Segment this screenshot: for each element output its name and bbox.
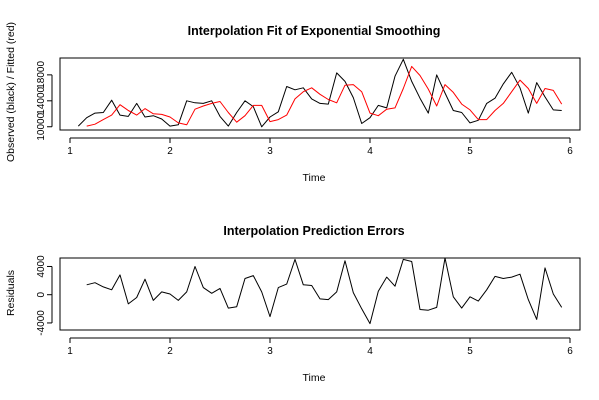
y-axis-label: Residuals bbox=[5, 270, 17, 316]
x-axis: 1 2 3 4 5 6 bbox=[67, 137, 573, 157]
errors-chart: Interpolation Prediction Errors Time Res… bbox=[5, 224, 581, 384]
y-axis-label: Observed (black) / Fitted (red) bbox=[5, 22, 17, 162]
x-tick-label: 1 bbox=[67, 146, 73, 157]
y-tick-label: 4000 bbox=[36, 255, 47, 278]
x-tick-label: 2 bbox=[167, 346, 173, 357]
x-tick-label: 6 bbox=[567, 146, 573, 157]
x-tick-label: 3 bbox=[267, 346, 273, 357]
y-tick-label: 10000 bbox=[36, 112, 47, 140]
x-tick-label: 6 bbox=[567, 346, 573, 357]
y-tick-label: 18000 bbox=[36, 61, 47, 89]
x-tick-label: 4 bbox=[367, 346, 373, 357]
chart-title: Interpolation Prediction Errors bbox=[223, 224, 404, 238]
y-tick-label: 14000 bbox=[36, 86, 47, 114]
x-tick-label: 5 bbox=[467, 146, 473, 157]
x-tick-label: 1 bbox=[67, 346, 73, 357]
x-tick-label: 3 bbox=[267, 146, 273, 157]
y-axis: -4000 0 4000 bbox=[36, 255, 53, 336]
chart-title: Interpolation Fit of Exponential Smoothi… bbox=[188, 24, 441, 38]
x-axis-label: Time bbox=[303, 372, 326, 384]
series-line-residuals bbox=[86, 257, 563, 325]
series-line-fitted bbox=[86, 65, 563, 127]
x-axis-label: Time bbox=[303, 172, 326, 184]
plot-frame bbox=[59, 57, 581, 131]
x-tick-label: 2 bbox=[167, 146, 173, 157]
series-lines bbox=[86, 257, 563, 325]
y-tick-label: 0 bbox=[36, 291, 47, 297]
series-lines bbox=[77, 58, 563, 128]
x-tick-label: 4 bbox=[367, 146, 373, 157]
y-tick-label: -4000 bbox=[36, 310, 47, 336]
x-axis: 1 2 3 4 5 6 bbox=[67, 337, 573, 357]
fit-chart: Interpolation Fit of Exponential Smoothi… bbox=[5, 22, 581, 184]
plot-frame bbox=[59, 257, 581, 331]
series-line-observed bbox=[77, 58, 562, 128]
x-tick-label: 5 bbox=[467, 346, 473, 357]
